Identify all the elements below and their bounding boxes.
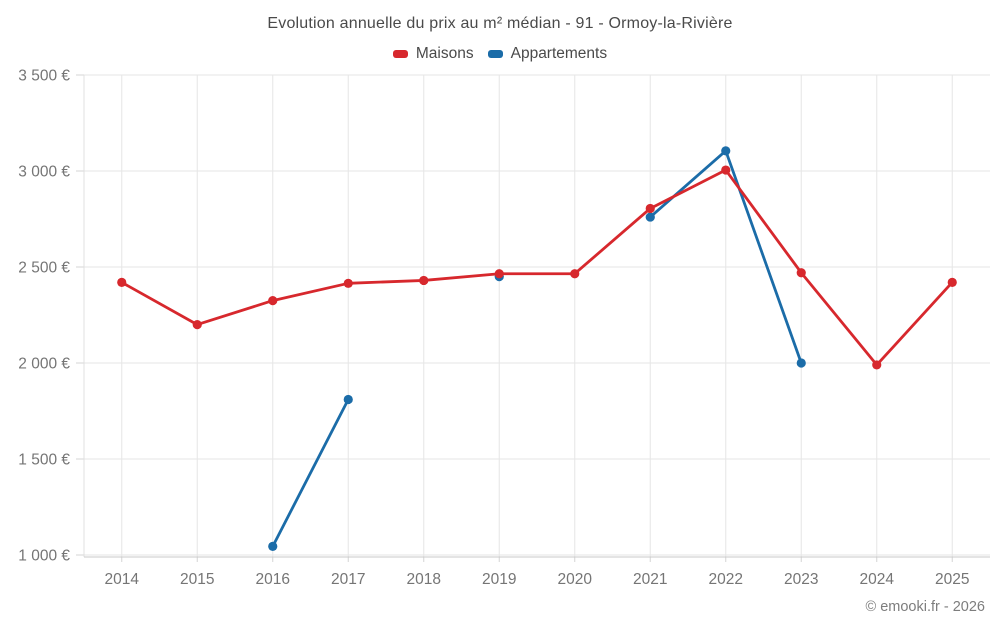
y-tick-label: 3 000 € (18, 164, 70, 181)
maisons-point-2024[interactable] (872, 360, 882, 370)
chart-title: Evolution annuelle du prix au m² médian … (267, 15, 733, 32)
maisons-series (117, 165, 957, 370)
legend-label-maisons: Maisons (415, 45, 474, 62)
appartements-point-2022[interactable] (721, 146, 731, 156)
x-tick-label: 2018 (407, 571, 441, 588)
maisons-point-2020[interactable] (570, 269, 580, 279)
appartements-point-2016[interactable] (268, 541, 278, 551)
y-tick-label: 2 500 € (18, 260, 70, 277)
x-tick-label: 2017 (331, 571, 365, 588)
maisons-swatch-icon (392, 50, 408, 58)
legend: Maisons Appartements (0, 45, 1000, 63)
x-tick-label: 2019 (482, 571, 516, 588)
appartements-series (268, 146, 806, 551)
x-tick-label: 2025 (935, 571, 969, 588)
legend-item-maisons[interactable]: Maisons (392, 45, 474, 63)
maisons-point-2018[interactable] (419, 275, 429, 286)
maisons-line (120, 168, 954, 367)
maisons-point-2019[interactable] (494, 269, 504, 279)
x-tick-label: 2015 (180, 571, 214, 588)
appartements-swatch-icon (487, 50, 503, 58)
appartements-point-2021[interactable] (645, 212, 655, 222)
grid (76, 74, 990, 562)
x-tick-label: 2023 (784, 571, 818, 588)
maisons-point-2021[interactable] (645, 203, 655, 214)
copyright: © emooki.fr - 2026 (865, 599, 985, 615)
maisons-point-2016[interactable] (268, 296, 278, 306)
y-tick-label: 3 500 € (18, 68, 70, 85)
x-axis-labels: 2014 2015 2016 2017 2018 2019 2020 2021 2022 2023… (105, 571, 970, 588)
x-tick-label: 2022 (709, 571, 743, 588)
appartements-point-2023[interactable] (796, 358, 806, 368)
x-tick-label: 2020 (558, 571, 593, 588)
maisons-point-2014[interactable] (117, 277, 127, 287)
x-tick-label: 2014 (105, 571, 140, 588)
legend-item-appartements[interactable]: Appartements (487, 45, 608, 63)
maisons-point-2025[interactable] (947, 277, 957, 287)
y-tick-label: 1 500 € (18, 452, 70, 469)
appartements-point-2017[interactable] (343, 394, 353, 405)
maisons-point-2015[interactable] (192, 320, 202, 330)
legend-label-appartements: Appartements (510, 45, 608, 62)
y-tick-label: 1 000 € (18, 548, 70, 565)
x-tick-label: 2024 (860, 571, 895, 588)
x-tick-label: 2016 (256, 571, 290, 588)
maisons-point-2022[interactable] (721, 165, 731, 175)
y-axis-labels: 1 000 € 1 500 € 2 000 € 2 500 € 3 000 € 3 500… (18, 68, 70, 565)
x-tick-label: 2021 (633, 571, 667, 588)
maisons-point-2017[interactable] (343, 278, 353, 288)
maisons-point-2023[interactable] (796, 268, 806, 278)
appartements-line (271, 398, 350, 548)
y-tick-label: 2 000 € (18, 356, 70, 373)
